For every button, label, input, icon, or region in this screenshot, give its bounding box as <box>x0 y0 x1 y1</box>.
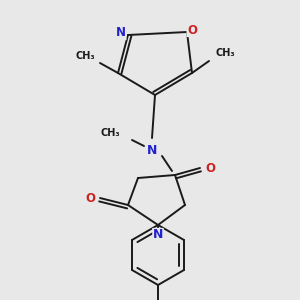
Text: N: N <box>147 143 157 157</box>
Text: N: N <box>116 26 126 40</box>
Text: CH₃: CH₃ <box>100 128 120 138</box>
Text: N: N <box>153 229 163 242</box>
Text: CH₃: CH₃ <box>215 48 235 58</box>
Text: O: O <box>187 23 197 37</box>
Text: O: O <box>205 161 215 175</box>
Text: CH₃: CH₃ <box>75 51 95 61</box>
Text: O: O <box>85 191 95 205</box>
